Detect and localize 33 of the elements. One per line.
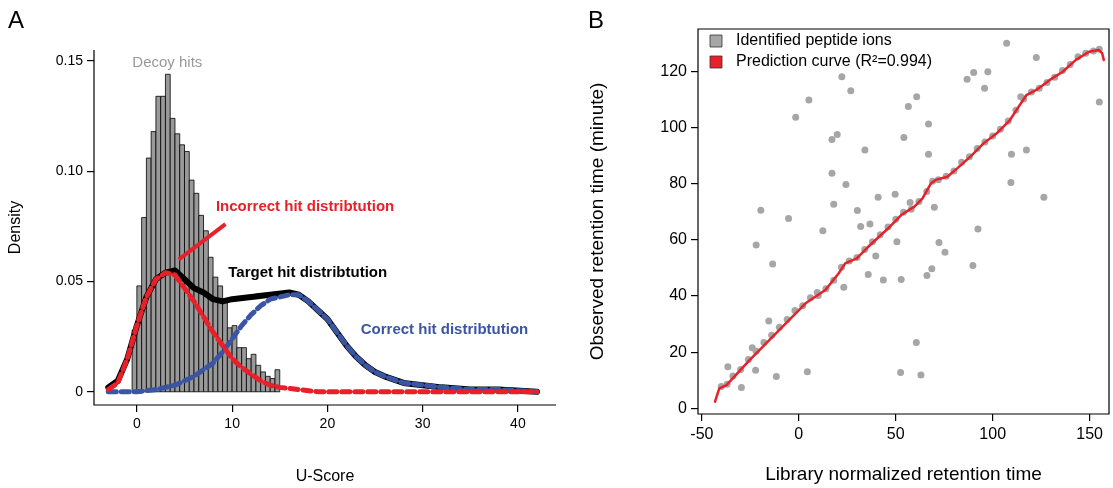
text: Incorrect hit distribtution — [215, 196, 395, 214]
x-tick-label: 150 — [1076, 425, 1104, 443]
series-label: Decoy hits — [132, 53, 203, 71]
series-label: Target hit distribtution — [228, 262, 388, 280]
y-tick-label: 0.05 — [55, 272, 84, 289]
x-tick-label: 30 — [414, 415, 431, 432]
y-tick-label: 0.15 — [55, 51, 84, 68]
y-axis-title: Observed retention time (minute) — [585, 82, 607, 361]
x-tick-label: -50 — [690, 425, 714, 443]
series-label: Correct hit distribtution — [360, 320, 529, 338]
y-tick-label: 60 — [669, 230, 688, 248]
y-tick-label: 40 — [669, 286, 688, 304]
legend-label: Identified peptide ions — [736, 31, 892, 49]
x-tick-label: 20 — [319, 415, 336, 432]
x-tick-label: 10 — [224, 415, 241, 432]
legend-label: Prediction curve (R²=0.994) — [736, 52, 933, 70]
y-tick-label: 0 — [75, 382, 84, 399]
x-tick-label: 0 — [794, 425, 804, 443]
y-tick-label: 100 — [660, 117, 688, 135]
x-axis-title: U-Score — [295, 466, 355, 484]
y-tick-label: 120 — [660, 61, 688, 79]
y-tick-label: 0.10 — [55, 162, 84, 179]
y-tick-label: 0 — [678, 398, 688, 416]
y-tick-label: 80 — [669, 173, 688, 191]
y-axis-title: Density — [6, 200, 24, 255]
y-tick-label: 20 — [669, 342, 688, 360]
x-tick-label: 50 — [886, 425, 905, 443]
chart-title: B — [588, 6, 605, 34]
x-tick-label: 100 — [979, 425, 1007, 443]
x-tick-label: 0 — [132, 415, 141, 432]
chart-title: A — [8, 6, 25, 34]
x-tick-label: 40 — [510, 415, 526, 432]
x-axis-title: Library normalized retention time — [765, 462, 1042, 484]
